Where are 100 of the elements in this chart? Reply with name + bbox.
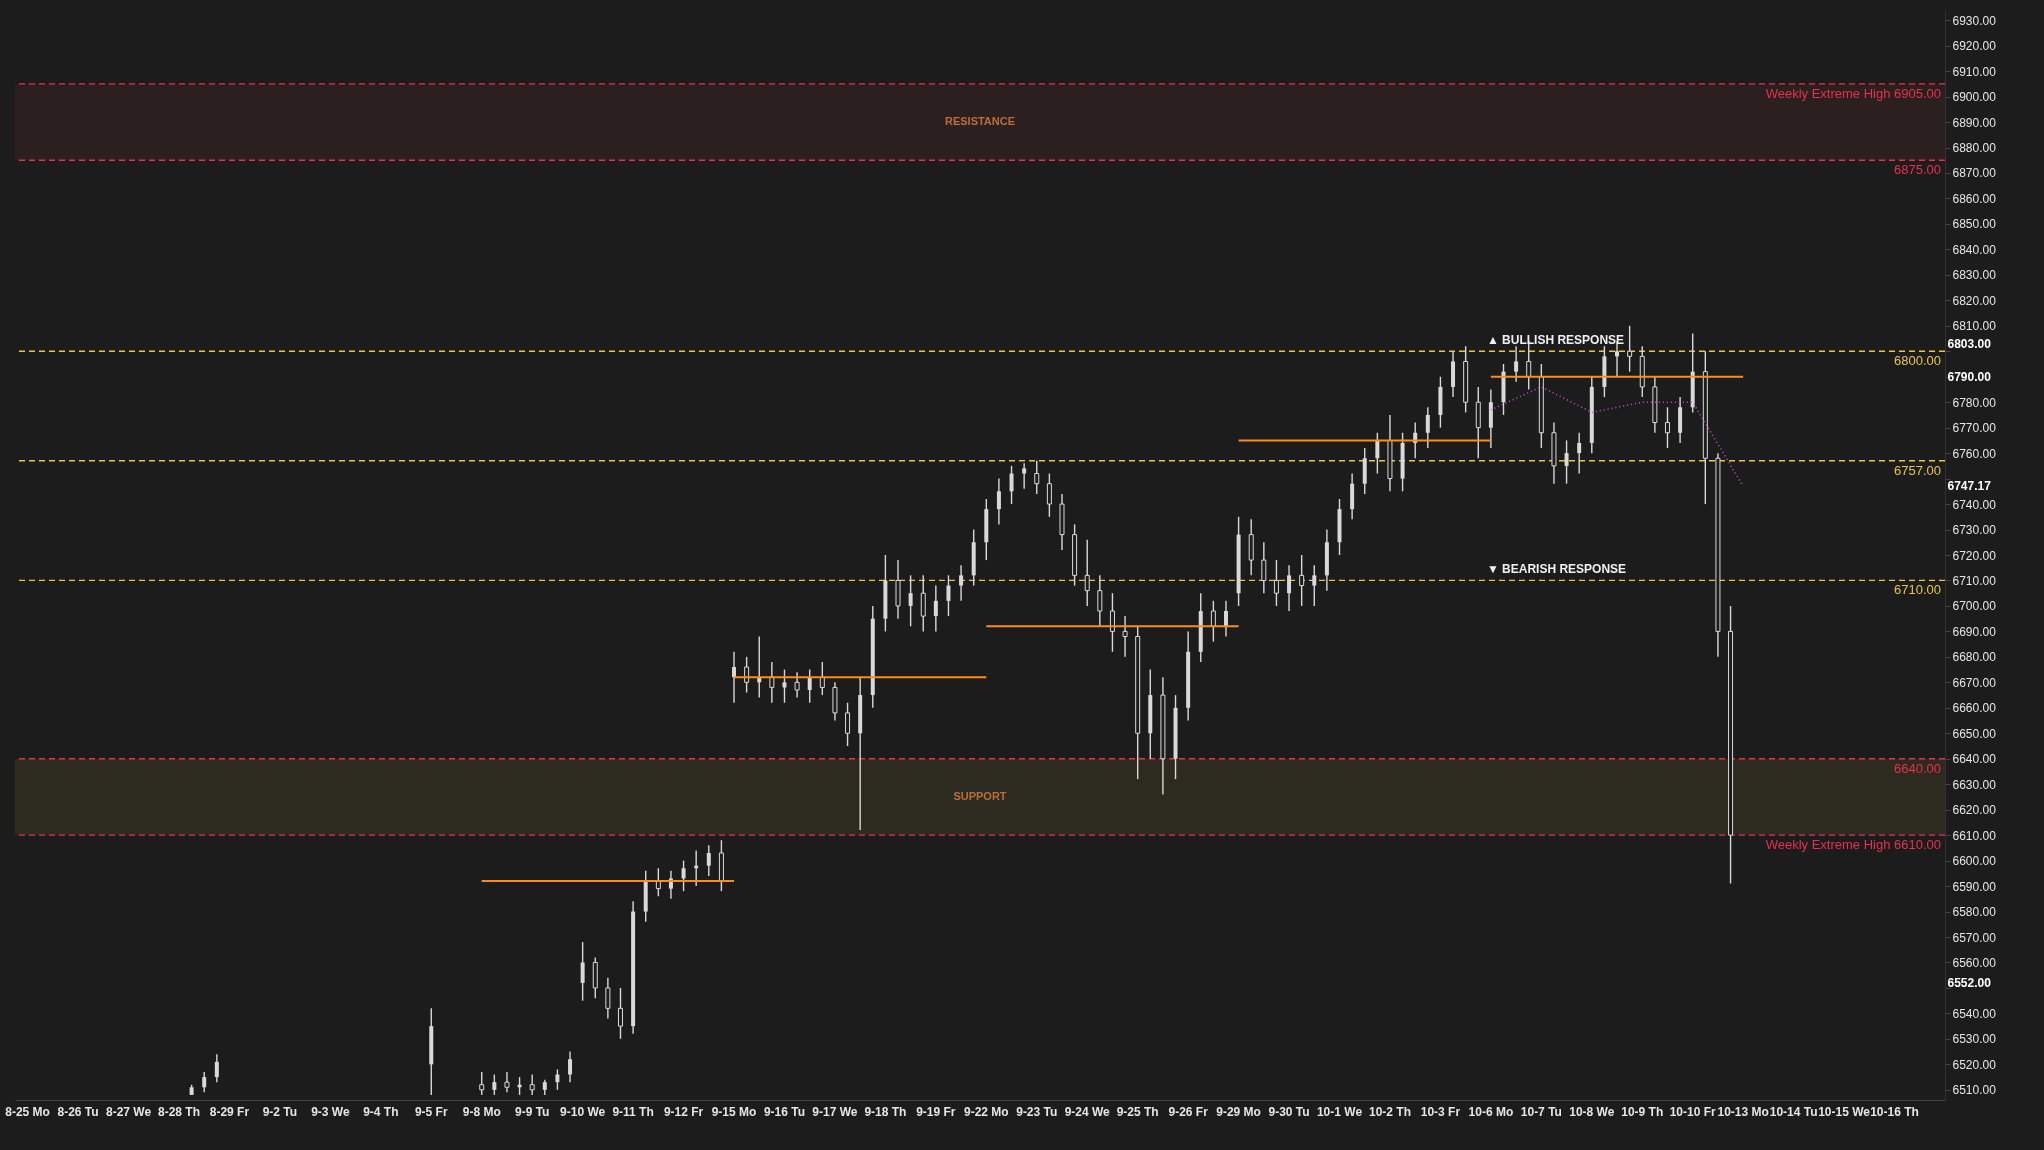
ref-line-label: 6757.00: [1894, 462, 1941, 478]
x-tick-label: 8-26 Tu: [57, 1104, 99, 1119]
candlestick: [1210, 600, 1216, 643]
candlestick: [920, 574, 926, 633]
candlestick: [529, 1073, 535, 1096]
candlestick: [946, 574, 951, 617]
x-tick-label: 9-16 Tu: [763, 1104, 806, 1119]
x-tick-label: 9-12 Fr: [663, 1104, 704, 1119]
y-tick-label: 6680.00: [1952, 650, 1997, 665]
y-tick-label: 6720.00: [1952, 548, 1997, 563]
y-tick-label: 6560.00: [1952, 955, 1997, 970]
candlestick: [681, 859, 686, 892]
candlestick: [1375, 432, 1380, 475]
x-tick-label: 8-29 Fr: [209, 1104, 250, 1119]
x-tick-label: 8-27 We: [105, 1104, 152, 1119]
y-tick-label: 6900.00: [1952, 90, 1997, 105]
x-tick-label: 10-8 We: [1569, 1104, 1615, 1119]
y-tick-label: 6770.00: [1952, 421, 1997, 436]
y-tick-label: 6570.00: [1952, 930, 1997, 945]
y-tick-label: 6920.00: [1952, 39, 1997, 54]
y-tick-label: 6540.00: [1952, 1006, 1997, 1021]
y-tick-label: 6620.00: [1952, 803, 1997, 818]
candlestick: [1261, 541, 1267, 594]
y-tick-label: 6860.00: [1952, 191, 1997, 206]
candlestick: [504, 1071, 510, 1094]
ref-line-label: 6875.00: [1894, 162, 1941, 178]
ref-line-label: 6640.00: [1894, 760, 1941, 776]
ref-line-label: Weekly Extreme High 6610.00: [1765, 837, 1941, 853]
y-tick-label: 6930.00: [1952, 13, 1997, 28]
candlestick: [1287, 564, 1292, 612]
x-tick-label: 9-2 Tu: [262, 1104, 298, 1119]
x-tick-label: 9-23 Tu: [1016, 1104, 1058, 1119]
y-tick-label: 6760.00: [1952, 446, 1997, 461]
x-tick-label: 9-18 Th: [864, 1104, 907, 1119]
candlestick: [1122, 615, 1128, 658]
x-tick-label: 10-7 Tu: [1520, 1104, 1562, 1119]
candlestick: [1577, 432, 1582, 475]
y-tick-label: 6640.00: [1952, 752, 1997, 767]
candlestick: [605, 977, 611, 1020]
candlestick: [732, 651, 737, 704]
candlestick: [1223, 600, 1228, 638]
y-tick-label: 6730.00: [1952, 523, 1997, 538]
y-tick-label: 6870.00: [1952, 166, 1997, 181]
annotation: ▲ BULLISH RESPONSE: [1486, 333, 1625, 348]
candlestick: [1009, 465, 1014, 505]
x-tick-label: 8-28 Th: [157, 1104, 200, 1119]
candlestick: [933, 584, 938, 633]
x-tick-label: 9-3 We: [311, 1104, 350, 1119]
y-tick-label: 6530.00: [1952, 1032, 1997, 1047]
candlestick: [769, 661, 775, 704]
candlestick: [580, 941, 585, 1002]
x-tick-label: 9-4 Th: [363, 1104, 399, 1119]
candlestick: [996, 477, 1001, 526]
candlestick: [617, 987, 623, 1040]
x-tick-label: 10-16 Th: [1870, 1104, 1919, 1119]
y-tick-label: 6880.00: [1952, 141, 1997, 156]
ref-line-label: 6800.00: [1894, 353, 1941, 369]
y-tick-label: 6690.00: [1952, 624, 1997, 639]
y2-tick-label: 6552.00: [1947, 976, 1992, 991]
x-tick-label: 8-25 Mo: [5, 1104, 50, 1119]
x-tick-label: 9-22 Mo: [963, 1104, 1009, 1119]
x-tick-label: 9-15 Mo: [711, 1104, 757, 1119]
y-tick-label: 6830.00: [1952, 268, 1997, 283]
x-tick-label: 9-10 We: [560, 1104, 606, 1119]
x-tick-label: 9-17 We: [812, 1104, 858, 1119]
x-tick-label: 10-10 Fr: [1669, 1104, 1717, 1119]
x-tick-label: 10-9 Th: [1621, 1104, 1664, 1119]
y-tick-label: 6650.00: [1952, 726, 1997, 741]
y2-tick-label: 6747.17: [1947, 479, 1992, 494]
candlestick: [1097, 574, 1103, 628]
x-tick-label: 9-5 Fr: [414, 1104, 448, 1119]
y-tick-label: 6740.00: [1952, 497, 1997, 512]
y-tick-label: 6890.00: [1952, 115, 1997, 130]
y-tick-label: 6810.00: [1952, 319, 1997, 334]
y-tick-label: 6670.00: [1952, 675, 1997, 690]
candlestick: [744, 656, 750, 694]
x-tick-label: 10-1 We: [1316, 1104, 1363, 1119]
candlestick: [1664, 406, 1670, 449]
ref-line-label: Weekly Extreme High 6905.00: [1765, 85, 1941, 101]
candlestick: [819, 661, 825, 696]
x-tick-label: 10-3 Fr: [1420, 1104, 1461, 1119]
x-tick-label: 9-24 We: [1064, 1104, 1111, 1119]
y-tick-label: 6520.00: [1952, 1057, 1997, 1072]
x-tick-label: 9-26 Fr: [1168, 1104, 1209, 1119]
candlestick: [1046, 472, 1052, 518]
candlestick: [555, 1068, 560, 1091]
candlestick: [492, 1073, 497, 1096]
candlestick: [1109, 592, 1115, 653]
y-tick-label: 6610.00: [1952, 828, 1997, 843]
candlestick: [794, 671, 800, 699]
candlestick: [1514, 345, 1519, 383]
candlestick: [479, 1071, 485, 1096]
band-label: SUPPORT: [953, 789, 1007, 802]
band-label: RESISTANCE: [944, 115, 1016, 128]
candlestick: [568, 1050, 573, 1083]
y2-tick-label: 6790.00: [1947, 370, 1992, 385]
candlestick: [1425, 406, 1430, 449]
candlestick: [807, 668, 812, 704]
y-tick-label: 6600.00: [1952, 854, 1997, 869]
candlestick: [1034, 460, 1040, 495]
